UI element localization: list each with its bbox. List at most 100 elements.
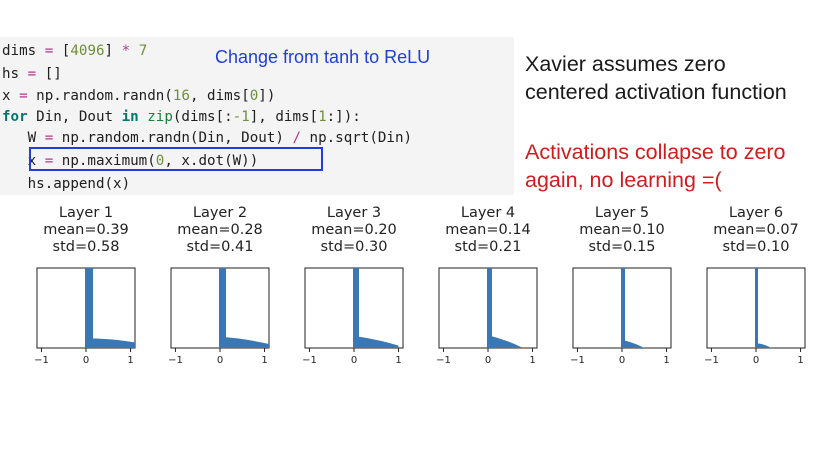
code-token: 4096 xyxy=(70,43,105,59)
x-tick-label: 1 xyxy=(261,355,267,365)
x-tick-label: −1 xyxy=(34,355,49,365)
panel-mean: mean=0.07 xyxy=(713,222,799,238)
panel-title: Layer 5 xyxy=(595,205,649,221)
x-tick-label: −1 xyxy=(704,355,719,365)
code-token: 1 xyxy=(318,109,327,125)
code-token: for xyxy=(2,109,28,125)
code-token: x xyxy=(2,88,20,104)
x-tick-label: 0 xyxy=(753,355,759,365)
code-line: x = np.maximum(0, x.dot(W)) xyxy=(2,152,259,170)
code-line: for Din, Dout in zip(dims[:-1], dims[1:]… xyxy=(2,108,361,126)
code-token xyxy=(130,43,139,59)
code-token: = xyxy=(27,66,37,82)
code-token: * xyxy=(121,43,131,59)
histogram-tail xyxy=(488,335,522,348)
code-token: np.sqrt(Din) xyxy=(300,130,413,146)
code-token: [] xyxy=(36,66,62,82)
x-tick-label: 0 xyxy=(619,355,625,365)
code-token: dims xyxy=(2,43,45,59)
x-tick-label: 0 xyxy=(351,355,357,365)
x-tick-label: −1 xyxy=(436,355,451,365)
x-tick-label: −1 xyxy=(302,355,317,365)
highlight-box xyxy=(29,147,323,171)
code-token: 0 xyxy=(155,153,165,169)
histogram-tail xyxy=(622,340,645,348)
x-tick-label: −1 xyxy=(570,355,585,365)
xavier-note: Xavier assumes zero centered activation … xyxy=(525,50,787,106)
code-line: x = np.random.randn(16, dims[0]) xyxy=(2,87,275,105)
panel-std: std=0.30 xyxy=(321,239,388,255)
x-tick-label: 1 xyxy=(797,355,803,365)
code-token: hs.append(x) xyxy=(2,176,131,192)
x-tick-label: 1 xyxy=(663,355,669,365)
code-token: ] xyxy=(104,43,122,59)
panel-mean: mean=0.10 xyxy=(579,222,665,238)
code-token: = xyxy=(19,88,28,104)
histogram-tail xyxy=(756,343,772,348)
xavier-note-line1: Xavier assumes zero xyxy=(525,52,726,76)
code-token xyxy=(139,109,148,125)
panel-std: std=0.10 xyxy=(723,239,790,255)
histogram-tail xyxy=(86,338,135,348)
panel-title: Layer 6 xyxy=(729,205,783,221)
panel-std: std=0.15 xyxy=(589,239,656,255)
annotation-change-activation: Change from tanh to ReLU xyxy=(215,47,431,67)
code-token: np.random.randn( xyxy=(27,88,173,104)
histogram-tail xyxy=(354,336,399,348)
code-token: , dims[ xyxy=(189,88,250,104)
code-token: Din, Dout xyxy=(27,109,122,125)
code-line: hs = [] xyxy=(2,65,62,83)
code-token: W xyxy=(2,130,45,146)
panel-title: Layer 2 xyxy=(193,205,247,221)
x-tick-label: 0 xyxy=(217,355,223,365)
xavier-note-line2: centered activation function xyxy=(525,80,787,104)
code-token: = xyxy=(44,43,54,59)
code-token: 16 xyxy=(172,88,190,104)
x-tick-label: 0 xyxy=(83,355,89,365)
histogram-tail xyxy=(220,336,269,348)
code-token: = xyxy=(44,153,54,169)
code-token: = xyxy=(44,130,54,146)
histogram-spike xyxy=(219,268,226,348)
collapse-note-line1: Activations collapse to zero xyxy=(525,140,786,164)
code-token: 7 xyxy=(138,43,148,59)
panel-mean: mean=0.14 xyxy=(445,222,531,238)
code-token: ]) xyxy=(258,88,276,104)
x-tick-label: 1 xyxy=(395,355,401,365)
code-token: x xyxy=(2,153,45,169)
histogram-spike xyxy=(755,268,758,348)
code-token: np.random.randn(Din, Dout) xyxy=(53,130,293,146)
code-line: W = np.random.randn(Din, Dout) / np.sqrt… xyxy=(2,129,412,147)
code-token: 0 xyxy=(249,88,259,104)
code-token: in xyxy=(121,109,139,125)
code-token: ], dims[ xyxy=(249,109,319,125)
collapse-note-line2: again, no learning =( xyxy=(525,168,722,192)
histogram-spike xyxy=(621,268,625,348)
collapse-note: Activations collapse to zero again, no l… xyxy=(525,138,786,194)
histogram-spike xyxy=(487,268,492,348)
code-block: dims = [4096] * 7 hs = [] x = np.random.ra… xyxy=(0,37,514,195)
x-tick-label: 1 xyxy=(529,355,535,365)
panel-std: std=0.41 xyxy=(187,239,254,255)
x-tick-label: 0 xyxy=(485,355,491,365)
code-line: dims = [4096] * 7 xyxy=(2,42,147,60)
code-line: hs.append(x) xyxy=(2,175,131,193)
code-token: np.maximum( xyxy=(53,153,156,169)
code-token: :]): xyxy=(326,109,361,125)
panel-mean: mean=0.39 xyxy=(43,222,129,238)
panel-mean: mean=0.28 xyxy=(177,222,263,238)
panel-title: Layer 1 xyxy=(59,205,113,221)
code-token: zip xyxy=(147,109,173,125)
code-token: (dims[: xyxy=(172,109,233,125)
x-tick-label: −1 xyxy=(168,355,183,365)
panel-std: std=0.21 xyxy=(455,239,522,255)
panel-title: Layer 3 xyxy=(327,205,381,221)
x-tick-label: 1 xyxy=(127,355,133,365)
panel-mean: mean=0.20 xyxy=(311,222,397,238)
code-token: , x.dot(W)) xyxy=(164,153,259,169)
code-token: hs xyxy=(2,66,28,82)
code-token: -1 xyxy=(232,109,250,125)
code-token: / xyxy=(292,130,301,146)
histogram-spike xyxy=(353,268,359,348)
